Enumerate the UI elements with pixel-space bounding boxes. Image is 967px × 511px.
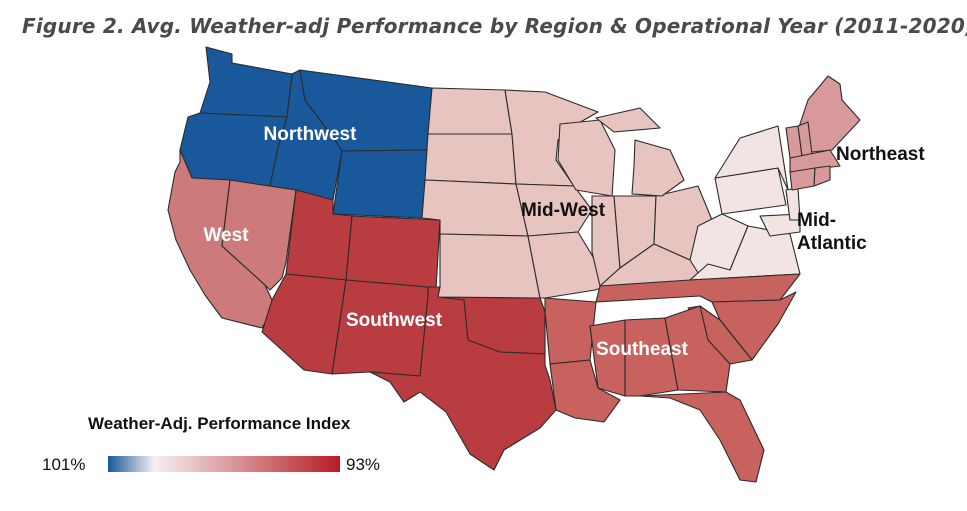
region-west[interactable] [167, 149, 297, 329]
region-label-midwest: Mid-West [521, 200, 606, 221]
legend-max-label: 93% [346, 455, 381, 474]
region-midwest[interactable] [421, 87, 713, 299]
region-label-northwest: Northwest [264, 124, 358, 145]
region-southwest[interactable] [261, 189, 557, 471]
region-midatlantic[interactable] [689, 125, 801, 281]
region-northwest[interactable] [179, 46, 433, 219]
legend-min-label: 101% [42, 455, 86, 474]
region-label-midatlantic-line2: Atlantic [797, 233, 867, 254]
region-label-midatlantic-line1: Mid- [797, 210, 836, 231]
figure-title: Figure 2. Avg. Weather-adj Performance b… [22, 14, 967, 38]
region-label-northeast: Northeast [836, 144, 925, 165]
region-label-west: West [203, 225, 249, 246]
legend-title: Weather-Adj. Performance Index [88, 414, 351, 433]
legend-color-scale [108, 456, 340, 472]
region-northeast[interactable] [785, 75, 861, 191]
region-label-southwest: Southwest [346, 310, 443, 331]
region-label-southeast: Southeast [596, 339, 689, 360]
region-southeast[interactable] [544, 273, 801, 483]
